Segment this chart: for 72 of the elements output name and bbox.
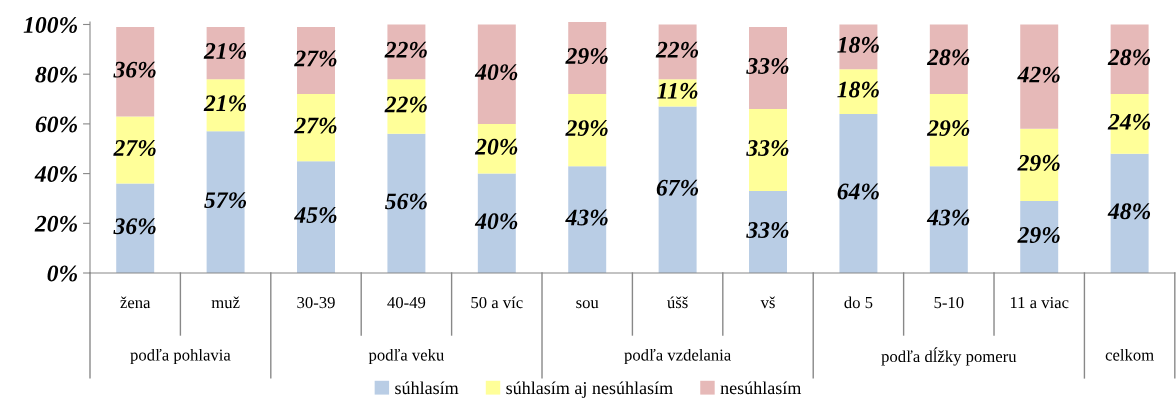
data-label: 40% [474,213,518,230]
bar [477,24,516,124]
legend-label: súhlasím aj nesúhlasím [506,381,673,398]
data-label: 21% [203,43,247,60]
bar [1110,94,1149,154]
data-label: 11% [657,82,698,99]
data-label: 67% [656,179,699,196]
data-label: 27% [294,50,337,67]
y-tick-label: 100% [23,16,77,33]
y-tick-label: 60% [35,116,77,133]
y-tick-label: 20% [34,215,77,232]
data-label: 36% [113,61,156,78]
data-label: 29% [1017,226,1060,243]
bar [929,24,968,95]
data-label: 43% [926,209,970,226]
data-label: 45% [294,207,337,224]
data-label: 33% [746,57,789,74]
data-label: 48% [1107,203,1151,220]
data-label: 40% [474,64,518,81]
bar [929,94,968,167]
data-label: 27% [113,139,156,156]
bar [206,131,245,273]
data-label: 22% [655,41,699,58]
data-label: 43% [565,209,608,226]
text: podľa veku [368,348,444,365]
legend-label: nesúhlasím [720,381,802,395]
text: podľa vzdelania [624,348,731,365]
bar [658,24,697,80]
data-label: 57% [204,192,247,209]
x-tick-label: muž [211,296,240,309]
x-tick-label: vš [760,296,775,309]
x-tick-label: 50 a víc [471,296,523,309]
data-label: 20% [474,138,518,155]
bar [839,113,878,273]
data-label: 28% [1107,49,1151,66]
bar [929,166,968,273]
x-tick-label: do 5 [844,296,873,309]
data-label: 24% [1107,113,1151,130]
data-label: 29% [565,120,608,137]
legend-label: súhlasím [395,381,459,395]
bar [387,133,426,273]
data-label: 36% [113,218,156,235]
y-tick-label: 40% [34,166,77,183]
data-label: 22% [384,96,427,113]
y-tick-label: 0% [47,265,77,282]
x-tick-label: žena [120,296,151,309]
data-label: 29% [926,120,970,137]
data-label: 33% [746,221,789,238]
bar [658,106,697,273]
data-label: 64% [837,183,879,200]
data-label: 28% [926,49,970,66]
data-label: 42% [1017,66,1060,83]
x-tick-label: sou [576,300,599,309]
data-label: 33% [746,139,789,156]
bar [477,173,516,273]
x-tick-label: úšš [667,296,688,309]
x-tick-label: 11 a viac [1010,296,1069,309]
data-label: 29% [565,48,608,65]
x-tick-label: 5-10 [934,296,964,309]
data-label: 29% [1017,154,1060,171]
data-label: 18% [837,81,879,98]
data-label: 22% [384,41,427,58]
text: podľa pohlavia [130,348,231,365]
data-label: 56% [385,193,427,210]
x-tick-label: 30-39 [297,296,335,309]
x-tick-label: 40-49 [387,296,426,309]
y-tick-label: 80% [35,66,77,83]
text: celkom [1105,348,1154,361]
data-label: 27% [294,117,337,134]
data-label: 21% [203,95,247,112]
data-label: 18% [837,36,879,53]
text: podľa dĺžky pomeru [881,347,1017,366]
